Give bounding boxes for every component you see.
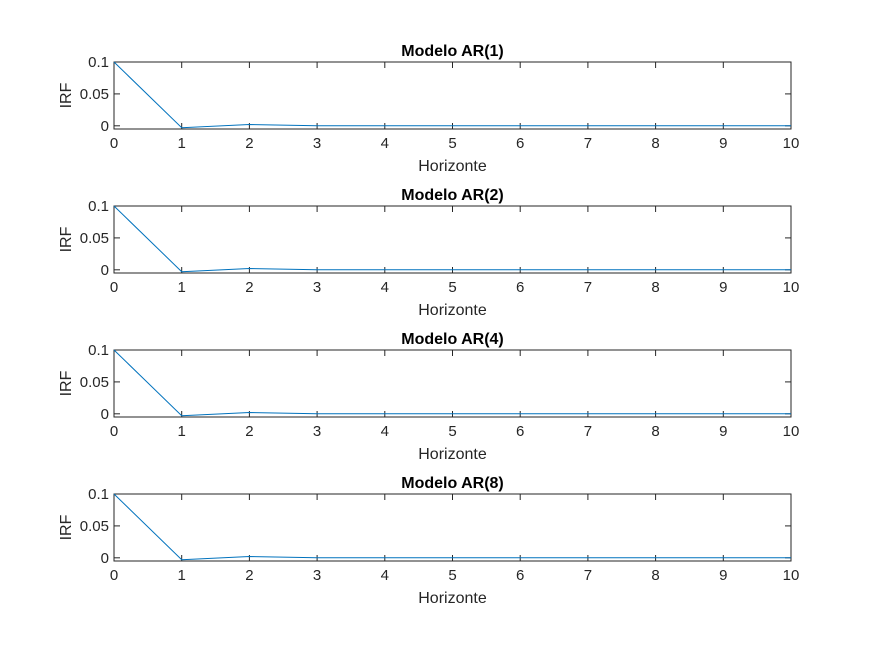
subplot-2-xtick-label: 10	[783, 279, 800, 296]
subplot-1-axes-box	[113, 61, 792, 130]
subplot-4-xtick-label: 3	[313, 567, 321, 584]
subplot-2-xtick-label: 1	[178, 279, 186, 296]
subplot-1-xtick-label: 7	[584, 135, 592, 152]
subplot-1-xtick-label: 0	[110, 135, 118, 152]
subplot-2-irf-line	[113, 205, 791, 273]
subplot-3-title: Modelo AR(4)	[401, 331, 504, 348]
subplot-4-axes-box	[113, 493, 792, 562]
subplot-1-xtick-label: 6	[516, 135, 524, 152]
subplot-3-xtick-label: 6	[516, 423, 524, 440]
subplot-2-xtick-label: 0	[110, 279, 118, 296]
subplot-4-ytick-label: 0.05	[80, 518, 109, 535]
subplot-4-xtick-label: 10	[783, 567, 800, 584]
subplot-4-irf-line	[113, 493, 791, 561]
subplot-3-ytick-label: 0.05	[80, 374, 109, 391]
subplot-4-ytick-label: 0	[101, 550, 109, 567]
subplot-2-ylabel: IRF	[58, 226, 75, 252]
subplot-4-xtick-label: 6	[516, 567, 524, 584]
subplot-1-xtick-label: 8	[651, 135, 659, 152]
subplot-2-xtick-label: 2	[245, 279, 253, 296]
subplot-1-ylabel: IRF	[58, 82, 75, 108]
subplot-3-irf-line	[113, 349, 791, 417]
subplot-3-xtick-label: 5	[448, 423, 456, 440]
subplot-4-xtick-label: 5	[448, 567, 456, 584]
subplot-4-xtick-label: 4	[381, 567, 389, 584]
subplot-1-xtick-label: 4	[381, 135, 389, 152]
subplot-2-axes-box	[113, 205, 792, 274]
subplot-1-xtick-label: 1	[178, 135, 186, 152]
subplot-4-ylabel: IRF	[58, 514, 75, 540]
subplot-3-xtick-label: 9	[719, 423, 727, 440]
subplot-3-xtick-label: 8	[651, 423, 659, 440]
subplot-2-xtick-label: 4	[381, 279, 389, 296]
subplot-3-xtick-label: 3	[313, 423, 321, 440]
subplot-3-ylabel: IRF	[58, 370, 75, 396]
subplot-4-xtick-label: 8	[651, 567, 659, 584]
subplot-2-xtick-label: 7	[584, 279, 592, 296]
subplot-1-xtick-label: 3	[313, 135, 321, 152]
subplot-1-title: Modelo AR(1)	[401, 43, 504, 60]
subplot-2-xlabel: Horizonte	[418, 302, 487, 319]
subplot-1-xtick-label: 5	[448, 135, 456, 152]
subplot-4-xtick-label: 1	[178, 567, 186, 584]
subplot-4-ytick-label: 0.1	[88, 486, 109, 503]
subplot-4-xlabel: Horizonte	[418, 590, 487, 607]
subplot-1-xtick-label: 10	[783, 135, 800, 152]
subplot-3-ytick-label: 0	[101, 406, 109, 423]
subplot-3-xtick-label: 7	[584, 423, 592, 440]
subplot-2-ytick-label: 0.1	[88, 198, 109, 215]
subplot-3-xlabel: Horizonte	[418, 446, 487, 463]
subplot-1-ytick-label: 0.1	[88, 54, 109, 71]
subplot-2-title: Modelo AR(2)	[401, 187, 504, 204]
subplot-4-title: Modelo AR(8)	[401, 475, 504, 492]
subplot-3-xtick-label: 2	[245, 423, 253, 440]
subplot-4-xtick-label: 7	[584, 567, 592, 584]
subplot-2-xtick-label: 5	[448, 279, 456, 296]
subplot-4-xtick-label: 9	[719, 567, 727, 584]
subplot-3-axes-box	[113, 349, 792, 418]
subplot-2-xtick-label: 8	[651, 279, 659, 296]
subplot-1-xlabel: Horizonte	[418, 158, 487, 175]
subplot-2-ytick-label: 0.05	[80, 230, 109, 247]
subplot-4-xtick-label: 2	[245, 567, 253, 584]
subplot-1-xtick-label: 9	[719, 135, 727, 152]
subplot-3-xtick-label: 4	[381, 423, 389, 440]
subplot-3-xtick-label: 1	[178, 423, 186, 440]
subplot-2-xtick-label: 9	[719, 279, 727, 296]
subplot-3-xtick-label: 10	[783, 423, 800, 440]
subplot-1-xtick-label: 2	[245, 135, 253, 152]
subplot-2-xtick-label: 6	[516, 279, 524, 296]
subplot-1-irf-line	[113, 61, 791, 129]
subplot-2-xtick-label: 3	[313, 279, 321, 296]
subplot-1-ytick-label: 0	[101, 118, 109, 135]
subplot-1-ytick-label: 0.05	[80, 86, 109, 103]
subplot-3-xtick-label: 0	[110, 423, 118, 440]
subplot-4-xtick-label: 0	[110, 567, 118, 584]
subplot-3-ytick-label: 0.1	[88, 342, 109, 359]
subplot-2-ytick-label: 0	[101, 262, 109, 279]
